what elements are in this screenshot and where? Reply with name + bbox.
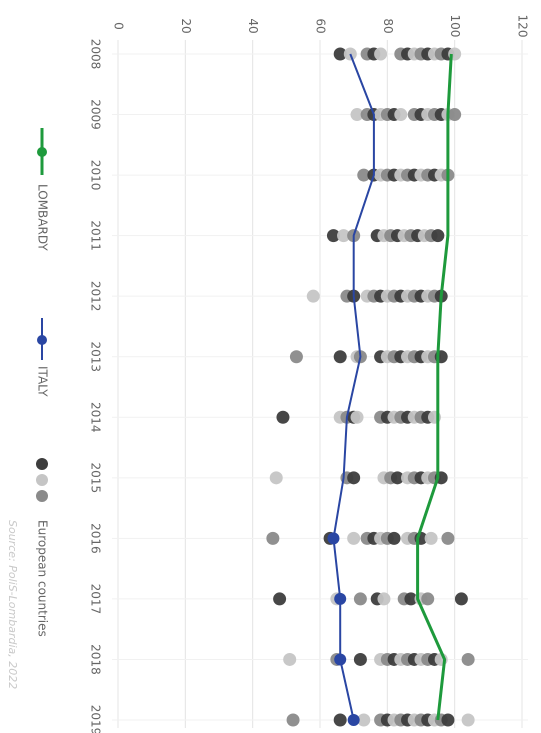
country-point: [404, 592, 418, 606]
country-point: [357, 168, 371, 182]
legend-marker-italy: [37, 335, 47, 345]
legend-marker-european: [36, 490, 48, 502]
country-point: [350, 108, 364, 122]
legend-marker-european: [36, 458, 48, 470]
country-point: [461, 713, 475, 727]
country-point: [461, 652, 475, 666]
value-tick-label: 60: [314, 18, 328, 33]
country-point: [347, 471, 361, 485]
country-point: [337, 229, 351, 243]
legend-marker-lombardy: [37, 147, 47, 157]
country-point: [353, 592, 367, 606]
legend-label-italy: ITALY: [36, 366, 50, 397]
value-tick-label: 20: [179, 18, 193, 33]
country-point: [431, 229, 445, 243]
year-tick-label: 2012: [89, 281, 103, 312]
country-point: [306, 289, 320, 303]
series-point-italy: [347, 714, 360, 726]
country-point: [326, 229, 340, 243]
country-point: [333, 47, 347, 61]
country-point: [454, 592, 468, 606]
series-line-italy: [332, 53, 375, 721]
value-tick-label: 0: [112, 22, 126, 30]
year-tick-label: 2019: [89, 705, 103, 733]
country-point: [273, 592, 287, 606]
source-note: Source: PoliS-Lombardia, 2022: [6, 520, 19, 689]
series-point-italy: [334, 653, 347, 666]
country-point: [350, 410, 364, 424]
legend-label-lombardy: LOMBARDY: [36, 184, 50, 251]
country-point: [347, 531, 361, 545]
country-point: [333, 713, 347, 727]
value-tick-label: 120: [516, 15, 530, 38]
grid: [112, 40, 528, 728]
country-point: [421, 592, 435, 606]
country-point: [390, 471, 404, 485]
value-tick-label: 40: [246, 18, 260, 33]
year-tick-label: 2014: [89, 402, 103, 433]
country-point: [374, 47, 388, 61]
country-point: [441, 713, 455, 727]
country-point: [269, 471, 283, 485]
country-point: [276, 410, 290, 424]
country-point: [283, 652, 297, 666]
value-tick-label: 80: [381, 18, 395, 33]
value-tick-label: 100: [448, 15, 462, 38]
country-point: [357, 713, 371, 727]
series-point-italy: [327, 532, 340, 545]
european-countries-points: [266, 47, 475, 727]
year-tick-label: 2013: [89, 341, 103, 372]
legend-label-european: European countries: [36, 520, 50, 637]
country-point: [387, 531, 401, 545]
year-tick-label: 2011: [89, 220, 103, 251]
country-point: [333, 350, 347, 364]
year-tick-label: 2015: [89, 463, 103, 494]
year-tick-label: 2016: [89, 523, 103, 554]
year-tick-label: 2018: [89, 644, 103, 675]
country-point: [377, 592, 391, 606]
country-point: [424, 531, 438, 545]
country-point: [286, 713, 300, 727]
year-tick-label: 2017: [89, 584, 103, 615]
legend-marker-european: [36, 474, 48, 486]
legend: LOMBARDY ITALY European countries: [36, 128, 50, 637]
year-tick-label: 2008: [89, 39, 103, 70]
year-tick-label: 2010: [89, 160, 103, 191]
country-point: [448, 108, 462, 122]
country-point: [289, 350, 303, 364]
country-point: [353, 652, 367, 666]
country-point: [441, 531, 455, 545]
series-line-lombardy: [416, 53, 453, 721]
country-point: [394, 108, 408, 122]
country-point: [266, 531, 280, 545]
series-point-italy: [334, 592, 347, 605]
year-tick-label: 2009: [89, 99, 103, 130]
